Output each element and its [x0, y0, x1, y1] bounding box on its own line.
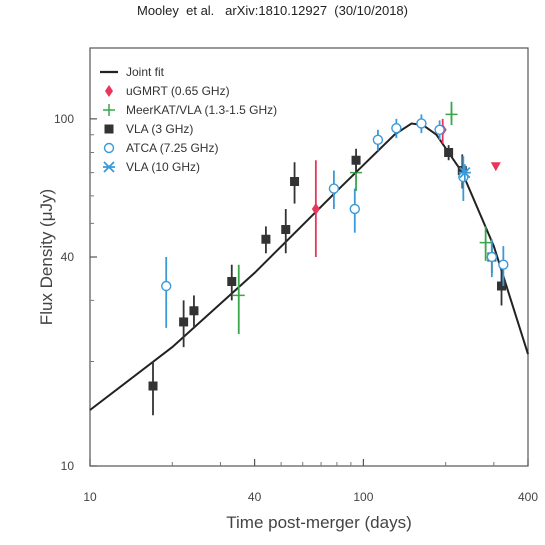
legend-marker: [103, 161, 115, 173]
circle-data-point: [349, 203, 360, 215]
y-axis-label: Flux Density (μJy): [37, 189, 56, 325]
legend-marker: [104, 124, 114, 134]
x-axis-label: Time post-merger (days): [226, 513, 411, 532]
circle-data-point: [372, 134, 384, 146]
legend-marker: [103, 104, 115, 116]
legend-label: VLA (3 GHz): [126, 122, 193, 136]
y-tick-label: 10: [61, 459, 75, 473]
diamond-data-point: [311, 202, 320, 215]
legend-marker: [105, 85, 113, 97]
square-data-point: [290, 177, 300, 187]
circle-data-point: [416, 118, 427, 129]
legend-label: VLA (10 GHz): [126, 160, 200, 174]
circle-data-point: [161, 280, 172, 292]
upper-limit-marker: [490, 162, 501, 172]
legend-label: ATCA (7.25 GHz): [126, 141, 218, 155]
square-data-point: [148, 381, 158, 391]
circle-data-point: [328, 183, 340, 194]
square-data-point: [227, 277, 237, 287]
circle-data-point: [486, 251, 498, 263]
square-data-point: [261, 234, 271, 244]
square-data-point: [189, 306, 199, 316]
legend-label: MeerKAT/VLA (1.3-1.5 GHz): [126, 103, 277, 117]
plus-data-point: [232, 289, 245, 302]
plus-data-point: [445, 108, 458, 121]
paper-header: Mooley et al. arXiv:1810.12927 (30/10/20…: [136, 3, 408, 18]
square-data-point: [497, 281, 507, 291]
legend-marker: [103, 142, 115, 154]
circle-data-point: [434, 124, 445, 135]
square-data-point: [351, 155, 361, 165]
plus-data-point: [479, 236, 492, 249]
circle-data-point: [391, 122, 402, 134]
x-tick-label: 10: [83, 490, 97, 504]
square-data-point: [444, 148, 454, 157]
circle-data-point: [498, 259, 509, 270]
star-data-point: [458, 166, 471, 179]
square-data-point: [179, 317, 189, 327]
x-tick-label: 40: [248, 490, 262, 504]
y-tick-label: 100: [54, 112, 74, 126]
x-tick-label: 400: [518, 490, 538, 504]
y-tick-label: 40: [61, 250, 75, 264]
joint-fit-curve: [89, 122, 529, 411]
x-tick-label: 100: [353, 490, 373, 504]
legend-label: uGMRT (0.65 GHz): [126, 84, 230, 98]
square-data-point: [281, 225, 291, 235]
legend-label: Joint fit: [126, 65, 165, 79]
